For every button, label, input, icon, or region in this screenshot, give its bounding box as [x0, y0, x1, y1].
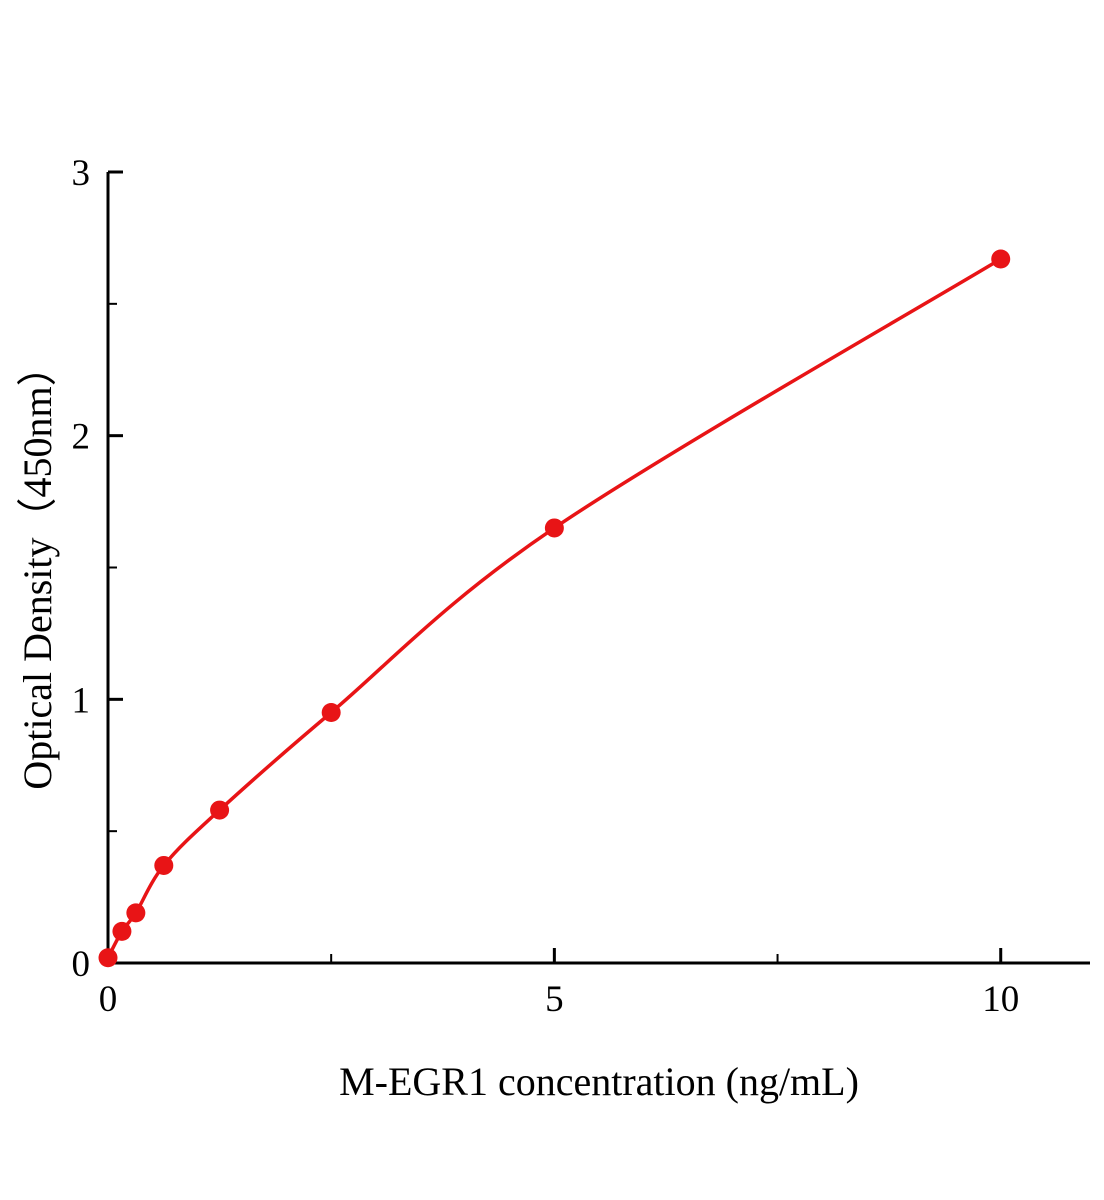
data-point-marker [98, 948, 118, 968]
y-axis-title: Optical Density（450nm） [15, 346, 60, 790]
data-point-marker [126, 903, 146, 923]
fit-curve [106, 257, 1002, 959]
data-point-marker [991, 249, 1011, 269]
y-tick-label: 3 [72, 153, 91, 194]
y-tick-label: 2 [72, 417, 91, 458]
x-tick-label: 5 [545, 979, 564, 1020]
data-point-marker [544, 518, 564, 538]
data-point-marker [112, 921, 132, 941]
y-tick-label: 1 [72, 680, 91, 721]
x-tick-label: 0 [99, 979, 118, 1020]
x-axis-title: M-EGR1 concentration (ng/mL) [339, 1059, 859, 1104]
data-point-marker [210, 800, 230, 820]
y-tick-label: 0 [72, 944, 91, 985]
data-point-marker [154, 855, 174, 875]
x-tick-label: 10 [982, 979, 1019, 1020]
data-point-marker [321, 703, 341, 723]
